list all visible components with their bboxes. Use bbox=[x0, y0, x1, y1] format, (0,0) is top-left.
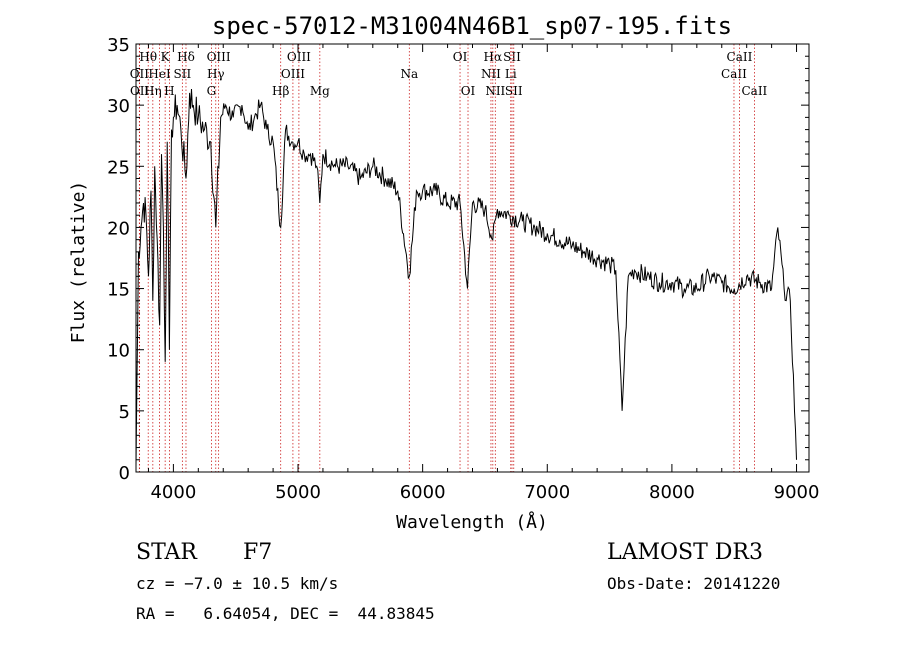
marker-label: SII bbox=[505, 84, 523, 98]
marker-label: Li bbox=[505, 67, 517, 81]
x-axis: 4000 5000 6000 7000 8000 9000 bbox=[147, 44, 820, 503]
marker-label: OIII bbox=[287, 50, 311, 64]
marker-label: NII bbox=[481, 67, 501, 81]
redshift-line: cz = −7.0 ± 10.5 km/s bbox=[136, 574, 339, 593]
marker-label: OII bbox=[130, 67, 150, 81]
x-tick-label: 7000 bbox=[524, 482, 570, 503]
marker-label: Hθ bbox=[139, 50, 157, 64]
marker-label: CaII bbox=[727, 50, 753, 64]
obs-date: Obs-Date: 20141220 bbox=[607, 574, 781, 593]
x-tick-label: 9000 bbox=[774, 482, 820, 503]
marker-label: Mg bbox=[310, 84, 330, 98]
marker-label: OII bbox=[130, 84, 150, 98]
marker-label: G bbox=[207, 84, 217, 98]
marker-label: SII bbox=[174, 67, 192, 81]
chart-title: spec-57012-M31004N46B1_sp07-195.fits bbox=[212, 12, 732, 40]
y-tick-label: 5 bbox=[119, 402, 130, 423]
marker-label: OI bbox=[461, 84, 476, 98]
x-tick-label: 6000 bbox=[400, 482, 446, 503]
marker-label: OIII bbox=[207, 50, 231, 64]
marker-label: Hδ bbox=[177, 50, 195, 64]
marker-label: NII bbox=[485, 84, 505, 98]
marker-label: Na bbox=[400, 67, 418, 81]
marker-label: CaII bbox=[721, 67, 747, 81]
x-tick-label: 4000 bbox=[150, 482, 196, 503]
x-tick-label: 8000 bbox=[649, 482, 695, 503]
spectral-line-markers: HθOIIOIIHηHeIKHSIIHδGHγOIIIHβOIIIOIIIMgN… bbox=[130, 44, 768, 472]
marker-label: H bbox=[164, 84, 174, 98]
y-tick-label: 25 bbox=[107, 157, 130, 178]
y-axis-label: Flux (relative) bbox=[68, 181, 89, 344]
x-tick-label: 5000 bbox=[275, 482, 321, 503]
y-axis: 0 5 10 15 20 25 30 35 bbox=[107, 35, 809, 484]
marker-label: Hβ bbox=[272, 84, 289, 98]
y-tick-label: 35 bbox=[107, 35, 130, 56]
object-class: STAR bbox=[136, 540, 197, 565]
plot-frame bbox=[135, 43, 810, 473]
spectrum-line bbox=[135, 88, 797, 466]
survey-label: LAMOST DR3 bbox=[607, 540, 763, 565]
marker-label: CaII bbox=[741, 84, 767, 98]
spectrum-series bbox=[135, 88, 797, 466]
marker-label: HeI bbox=[148, 67, 171, 81]
y-tick-label: 10 bbox=[107, 341, 130, 362]
marker-label: Hγ bbox=[207, 67, 225, 81]
y-tick-label: 30 bbox=[107, 96, 130, 117]
marker-label: OIII bbox=[281, 67, 305, 81]
marker-label: Hη bbox=[144, 84, 162, 98]
y-tick-label: 20 bbox=[107, 218, 130, 239]
x-axis-label: Wavelength (Å) bbox=[396, 511, 548, 533]
object-subclass: F7 bbox=[243, 540, 273, 565]
marker-label: OI bbox=[453, 50, 468, 64]
y-tick-label: 0 bbox=[119, 463, 130, 484]
y-tick-label: 15 bbox=[107, 280, 130, 301]
coordinates-line: RA = 6.64054, DEC = 44.83845 bbox=[136, 604, 435, 623]
marker-label: K bbox=[161, 50, 171, 64]
marker-label: SII bbox=[503, 50, 521, 64]
marker-label: Hα bbox=[484, 50, 503, 64]
